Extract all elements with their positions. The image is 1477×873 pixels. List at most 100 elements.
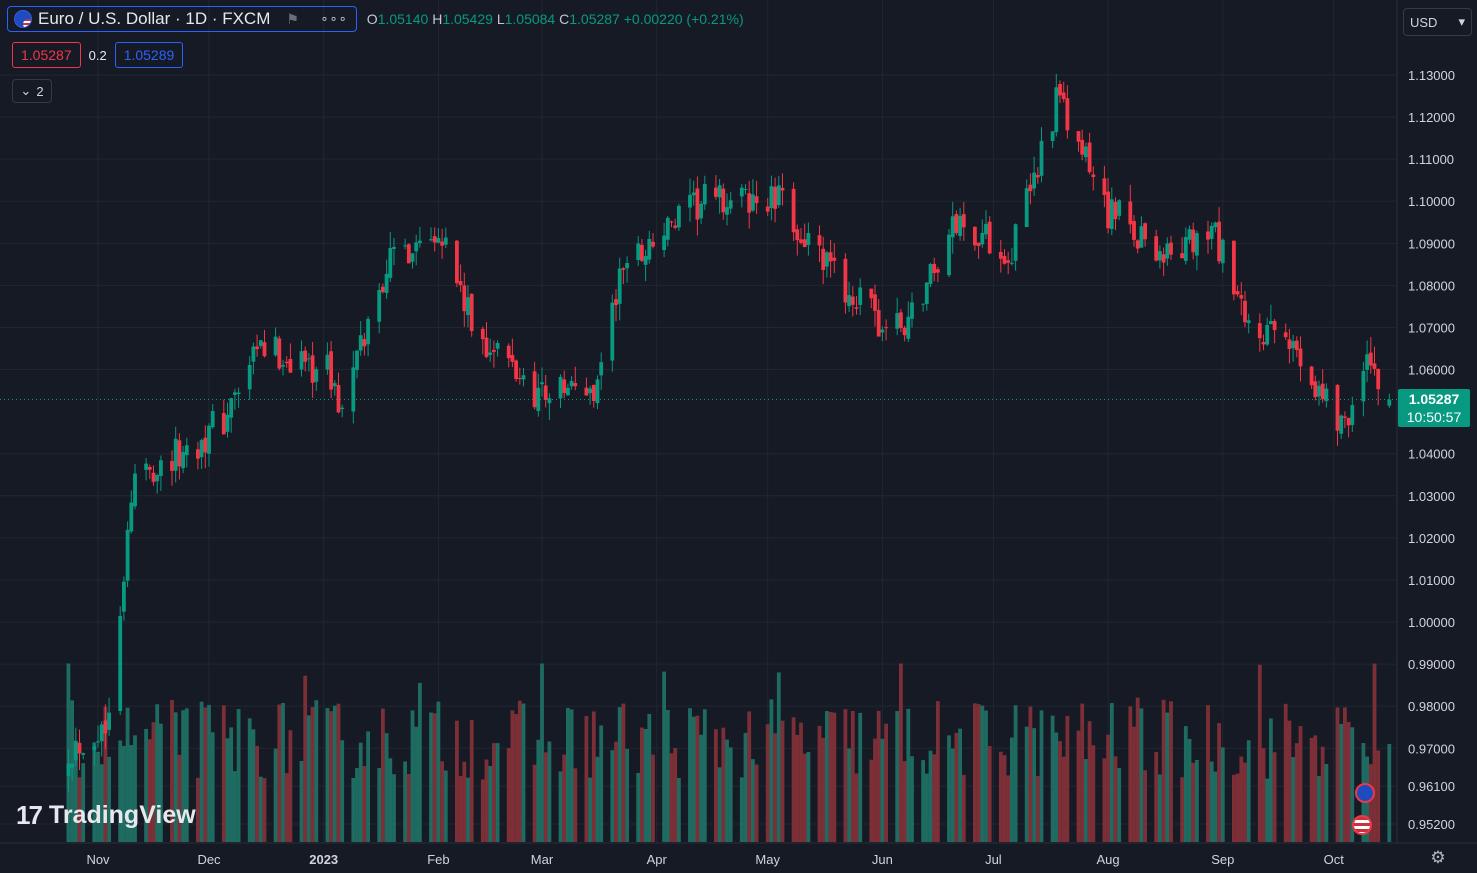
volume-bar xyxy=(329,711,333,842)
candle-body xyxy=(1128,201,1133,225)
candle-body xyxy=(1084,146,1088,158)
volume-bar xyxy=(521,703,526,842)
candle-body xyxy=(506,345,511,359)
volume-bar xyxy=(850,711,855,842)
volume-bar xyxy=(1087,721,1092,842)
volume-bar xyxy=(103,706,108,842)
volume-bar xyxy=(92,742,97,842)
volume-bar xyxy=(947,735,951,842)
more-options-icon[interactable]: ∘∘∘ xyxy=(320,11,348,26)
candle-body xyxy=(122,581,126,612)
candle-body xyxy=(1139,226,1144,248)
flag-icon[interactable]: ⚑ xyxy=(286,11,299,27)
candle-body xyxy=(1002,255,1007,264)
volume-bar xyxy=(517,700,522,842)
candle-body xyxy=(443,237,448,245)
volume-bar xyxy=(492,743,496,842)
candle-body xyxy=(125,529,130,581)
volume-bar xyxy=(1109,703,1114,842)
volume-bar xyxy=(540,663,544,842)
price-tick-label: 1.07000 xyxy=(1408,320,1455,335)
volume-bar xyxy=(288,730,293,842)
volume-bar xyxy=(125,707,130,842)
candle-body xyxy=(799,239,803,243)
volume-bar xyxy=(643,728,648,842)
candle-body xyxy=(1350,405,1355,426)
time-tick-label: May xyxy=(755,852,780,867)
candle-body xyxy=(928,264,933,284)
volume-bar xyxy=(236,709,241,842)
volume-bar xyxy=(510,710,515,842)
candle-body xyxy=(66,763,71,777)
volume-bar xyxy=(688,708,692,842)
volume-bar xyxy=(118,740,123,842)
candle-body xyxy=(850,296,855,305)
candle-body xyxy=(414,242,419,252)
candle-body xyxy=(262,342,267,357)
candle-body xyxy=(1372,363,1377,369)
volume-bar xyxy=(773,733,777,842)
price-tick-label: 1.04000 xyxy=(1408,447,1455,462)
candle-body xyxy=(1058,83,1062,96)
candle-body xyxy=(677,205,681,228)
close-value: 1.05287 xyxy=(569,11,620,27)
volume-bar xyxy=(358,742,363,842)
candle-body xyxy=(458,281,463,286)
volume-bar xyxy=(1128,706,1133,842)
collapse-indicators-button[interactable]: ⌄ 2 xyxy=(12,79,52,103)
gear-icon[interactable]: ⚙ xyxy=(1430,848,1446,867)
volume-bar xyxy=(277,704,282,842)
volume-bar xyxy=(976,704,981,842)
price-tick-label: 0.99000 xyxy=(1408,657,1455,672)
candle-body xyxy=(181,452,185,469)
volume-bar xyxy=(1339,723,1344,842)
price-tick-label: 0.96100 xyxy=(1408,779,1455,794)
candle-body xyxy=(495,342,500,349)
volume-bar xyxy=(806,751,811,842)
candle-body xyxy=(1154,236,1159,261)
volume-bar xyxy=(1209,761,1214,842)
candle-body xyxy=(1013,224,1018,261)
candle-body xyxy=(566,387,570,396)
volume-bar xyxy=(147,739,152,842)
eu-economic-event-icon[interactable] xyxy=(1355,783,1375,803)
sell-button[interactable]: 1.05287 xyxy=(12,42,81,68)
volume-bar xyxy=(299,760,304,842)
candle-body xyxy=(510,354,515,362)
currency-selector[interactable]: USD ▾ xyxy=(1403,8,1472,36)
volume-bar xyxy=(307,715,311,842)
candle-body xyxy=(828,252,833,262)
candle-body xyxy=(1232,240,1236,295)
bar-countdown: 10:50:57 xyxy=(1406,408,1462,425)
volume-bar xyxy=(332,705,337,842)
volume-bar xyxy=(876,710,881,842)
change-value: +0.00220 (+0.21%) xyxy=(623,11,744,27)
volume-bar xyxy=(170,700,174,842)
candle-body xyxy=(92,746,97,751)
candle-body xyxy=(1035,174,1040,178)
volume-bar xyxy=(1143,770,1147,842)
candle-body xyxy=(147,466,152,470)
candle-body xyxy=(721,188,726,213)
volume-bar xyxy=(932,754,937,842)
volume-bar xyxy=(1195,759,1199,842)
volume-bar xyxy=(73,755,78,842)
volume-bar xyxy=(406,773,411,842)
candle-body xyxy=(795,229,800,241)
symbol-selector[interactable]: Euro / U.S. Dollar · 1D · FXCM ⚑ ∘∘∘ xyxy=(7,6,357,32)
volume-bar xyxy=(899,663,903,842)
us-economic-event-icon[interactable] xyxy=(1352,815,1372,835)
candle-body xyxy=(780,187,785,191)
candle-body xyxy=(540,382,544,385)
candle-body xyxy=(858,287,863,305)
volume-bar xyxy=(1265,778,1270,842)
buy-button[interactable]: 1.05289 xyxy=(114,42,184,68)
candle-body xyxy=(876,310,881,337)
candle-body xyxy=(584,387,589,396)
volume-bar xyxy=(1024,726,1029,842)
volume-bar xyxy=(573,768,578,842)
candle-body xyxy=(717,185,722,198)
candle-body xyxy=(159,460,163,476)
candle-body xyxy=(329,351,333,390)
